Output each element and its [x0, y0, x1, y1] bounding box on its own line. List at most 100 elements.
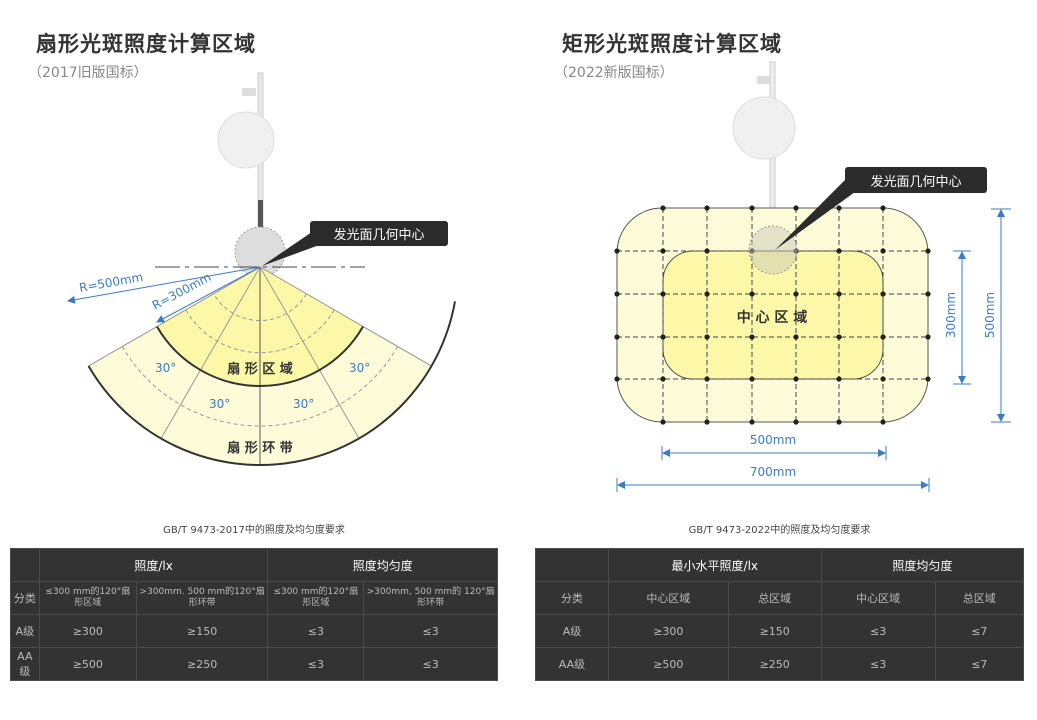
- grid-point: [836, 419, 842, 425]
- grid-point: [749, 376, 755, 382]
- right-lamp-icon: [732, 61, 796, 223]
- grid-point: [836, 291, 842, 297]
- table-row: A级 ≥300 ≥150 ≤3 ≤7: [535, 614, 1025, 648]
- left-callout: 发光面几何中心: [262, 221, 448, 266]
- grid-point: [836, 376, 842, 382]
- group-header: 照度均匀度: [267, 548, 498, 582]
- fan-ring-boundary: [87, 301, 456, 466]
- left-lamp-icon: [217, 72, 286, 278]
- fan-ring-label: 扇 形 环 带: [227, 440, 293, 456]
- radial-line: [259, 266, 432, 367]
- grid-point: [660, 334, 666, 340]
- grid-point: [660, 376, 666, 382]
- grid-point: [880, 291, 886, 297]
- right-requirements-table: 最小水平照度/lx 照度均匀度 分类 中心区域 总区域 中心区域 总区域 A级 ≥…: [535, 548, 1025, 681]
- grid-point: [749, 205, 755, 211]
- grid-point: [836, 205, 842, 211]
- grid-point: [614, 291, 620, 297]
- grid-point: [704, 248, 710, 254]
- grid-point: [660, 419, 666, 425]
- grid-point: [749, 334, 755, 340]
- angle-label: 30°: [209, 397, 230, 411]
- right-callout-text: 发光面几何中心: [870, 174, 961, 190]
- dashed-arc: [213, 293, 307, 321]
- grid-point: [704, 334, 710, 340]
- dim-500-v-label: 500mm: [983, 292, 997, 338]
- grid-point: [704, 419, 710, 425]
- angle-label: 30°: [349, 361, 370, 375]
- radial-line: [88, 266, 261, 367]
- dim-700-h-label: 700mm: [750, 465, 796, 479]
- grid-point: [704, 291, 710, 297]
- right-table-caption: GB/T 9473-2022中的照度及均匀度要求: [688, 525, 871, 536]
- group-header: 照度均匀度: [820, 548, 1025, 582]
- left-title: 扇形光斑照度计算区域: [36, 32, 256, 56]
- left-table-caption: GB/T 9473-2017中的照度及均匀度要求: [163, 525, 345, 536]
- grid-point: [614, 248, 620, 254]
- grid-point: [793, 376, 799, 382]
- right-callout: 发光面几何中心: [775, 167, 987, 250]
- column-header: 总区域: [934, 581, 1025, 615]
- grid-point: [925, 248, 931, 254]
- column-header: >300mm. 500 mm的120°扇形环带: [135, 581, 269, 615]
- column-header: ≤300 mm的120°扇形区域: [38, 581, 137, 615]
- grid-point: [793, 334, 799, 340]
- r500-label: R=500mm: [78, 270, 144, 295]
- grid-point: [660, 248, 666, 254]
- grid-point: [880, 248, 886, 254]
- left-callout-text: 发光面几何中心: [333, 227, 424, 243]
- grid-point: [925, 376, 931, 382]
- right-lamp-head-icon: [748, 225, 798, 275]
- column-header: ≤300 mm的120°扇形区域: [267, 581, 365, 615]
- group-header: 照度/lx: [38, 548, 269, 582]
- column-header: 中心区域: [820, 581, 936, 615]
- diagrams: R=500mm R=300mm 30° 30° 30° 30° 扇 形 区 域 …: [67, 61, 1011, 492]
- r300-arrow: [156, 266, 261, 323]
- center-zone-label: 中 心 区 域: [737, 309, 808, 326]
- left-requirements-table: 照度/lx 照度均匀度 分类 ≤300 mm的120°扇形区域 >300mm. …: [10, 548, 498, 681]
- table-row: A级 ≥300 ≥150 ≤3 ≤3: [10, 614, 498, 648]
- grid-point: [836, 334, 842, 340]
- radial-line: [160, 266, 261, 439]
- grid-point: [793, 419, 799, 425]
- grid-point: [704, 205, 710, 211]
- dashed-arc: [185, 309, 335, 354]
- column-header: 分类: [535, 581, 609, 615]
- grid-point: [880, 205, 886, 211]
- column-header: 总区域: [727, 581, 822, 615]
- right-title: 矩形光斑照度计算区域: [562, 32, 782, 56]
- fan-zone-diagram: [87, 266, 456, 466]
- grid-point: [836, 248, 842, 254]
- table-row: AA级 ≥500 ≥250 ≤3 ≤3: [10, 647, 498, 681]
- grid-point: [614, 376, 620, 382]
- grid-point: [749, 419, 755, 425]
- dim-500-h-label: 500mm: [750, 433, 796, 447]
- dim-300-v-label: 300mm: [944, 292, 958, 338]
- column-header: 分类: [10, 581, 40, 615]
- grid-point: [880, 334, 886, 340]
- column-header: 中心区域: [607, 581, 729, 615]
- grid-point: [793, 205, 799, 211]
- r500-arrow: [67, 266, 261, 304]
- grid-point: [880, 376, 886, 382]
- right-subtitle: （2022新版国标）: [554, 65, 674, 81]
- angle-label: 30°: [293, 397, 314, 411]
- grid-point: [749, 291, 755, 297]
- grid-point: [925, 334, 931, 340]
- grid-point: [614, 334, 620, 340]
- group-header: 最小水平照度/lx: [607, 548, 822, 582]
- grid-point: [880, 419, 886, 425]
- grid-point: [793, 291, 799, 297]
- column-header: >300mm, 500 mm的 120°扇形环带: [363, 581, 498, 615]
- grid-point: [660, 291, 666, 297]
- grid-point: [925, 291, 931, 297]
- left-subtitle: （2017旧版国标）: [28, 65, 148, 81]
- fan-sector-boundary: [156, 325, 364, 387]
- table-row: AA级 ≥500 ≥250 ≤3 ≤7: [535, 647, 1025, 681]
- fan-zone-label: 扇 形 区 域: [227, 361, 293, 377]
- angle-label: 30°: [155, 361, 176, 375]
- grid-point: [660, 205, 666, 211]
- radial-line: [259, 266, 360, 439]
- grid-point: [704, 376, 710, 382]
